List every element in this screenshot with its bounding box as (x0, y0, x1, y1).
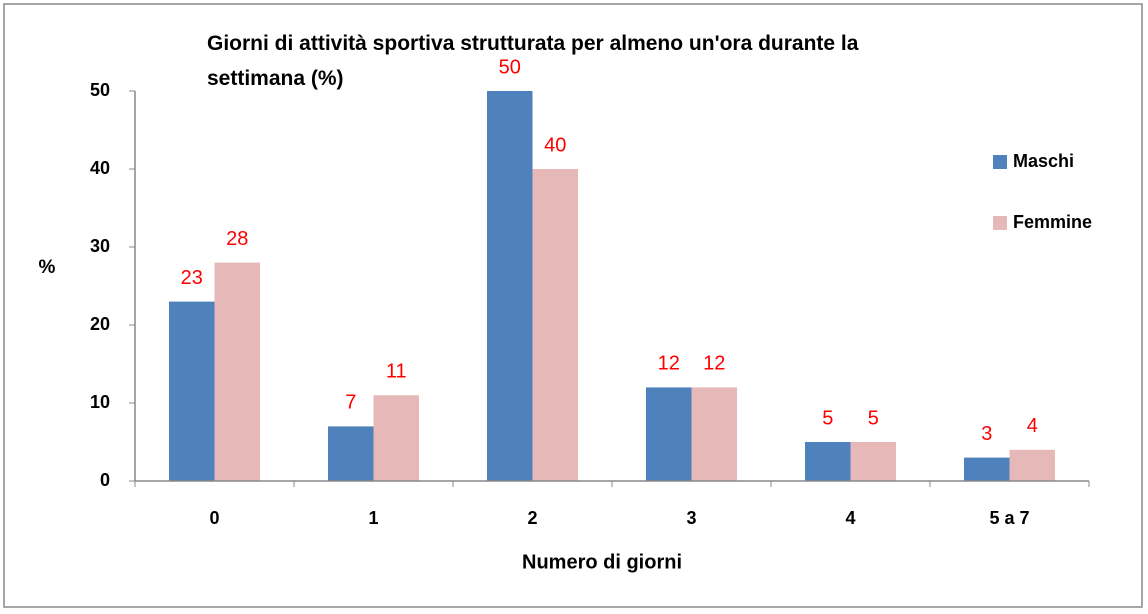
value-label: 28 (226, 228, 248, 250)
chart-title: Giorni di attività sportiva strutturata … (207, 32, 859, 90)
y-axis-label: % (39, 257, 56, 278)
value-label: 23 (181, 267, 203, 289)
x-axis-label: Numero di giorni (522, 551, 682, 573)
y-tick-label: 50 (90, 80, 110, 100)
value-label: 50 (499, 56, 521, 78)
y-tick-label: 10 (90, 392, 110, 412)
x-tick-label: 4 (845, 508, 855, 528)
legend-swatch (993, 155, 1007, 169)
bar (850, 442, 896, 481)
x-tick-label: 2 (527, 508, 537, 528)
legend-swatch (993, 216, 1007, 230)
value-label: 11 (386, 360, 407, 382)
value-label: 5 (822, 407, 833, 429)
value-label: 40 (544, 134, 566, 156)
bar (805, 442, 851, 481)
y-tick-label: 40 (90, 158, 110, 178)
bar (169, 301, 215, 481)
value-label: 12 (658, 353, 680, 375)
bar (691, 387, 737, 481)
x-tick-label: 0 (209, 508, 219, 528)
x-tick-label: 3 (686, 508, 696, 528)
y-tick-label: 30 (90, 236, 110, 256)
y-tick-label: 20 (90, 314, 110, 334)
bar (964, 457, 1010, 481)
bar (214, 262, 260, 481)
y-tick-label: 0 (100, 470, 110, 490)
value-label: 12 (703, 353, 725, 375)
x-tick-label: 1 (368, 508, 378, 528)
bar (532, 169, 578, 481)
legend-label: Femmine (1013, 212, 1092, 232)
value-label: 7 (345, 392, 356, 414)
bar (646, 387, 692, 481)
value-label: 4 (1027, 415, 1038, 437)
bar (1009, 449, 1055, 481)
bar (487, 91, 533, 481)
x-tick-label: 5 a 7 (989, 508, 1029, 528)
value-label: 5 (868, 407, 879, 429)
bar (373, 395, 419, 481)
legend-label: Maschi (1013, 151, 1074, 171)
value-label: 3 (981, 423, 992, 445)
bar (328, 426, 374, 481)
